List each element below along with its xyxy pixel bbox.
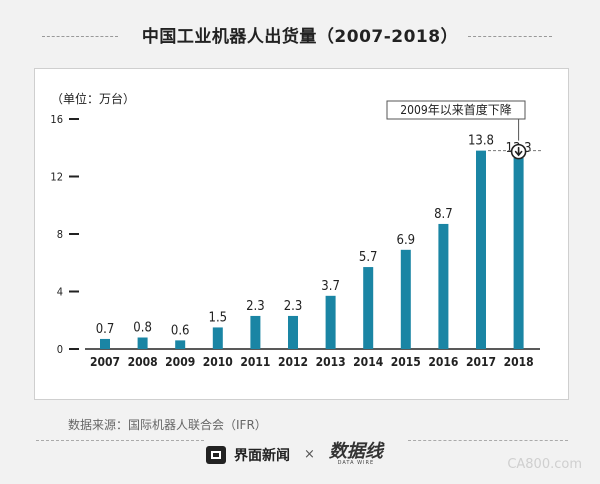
data-label-2014: 5.7 [359, 250, 378, 265]
y-tick-label: 8 [57, 228, 63, 241]
unit-label: （单位：万台） [51, 91, 135, 106]
data-label-2012: 2.3 [284, 299, 303, 314]
x-tick-label-2007: 2007 [90, 355, 120, 369]
data-label-2016: 8.7 [434, 207, 453, 222]
bar-2018 [513, 157, 524, 349]
data-label-2007: 0.7 [96, 322, 115, 337]
x-tick-label-2010: 2010 [203, 355, 233, 369]
bar-2013 [325, 295, 336, 349]
x-tick-label-2015: 2015 [391, 355, 421, 369]
brand-bar: 界面新闻 × 数据线 DATA WIRE [206, 443, 383, 466]
x-tick-label-2013: 2013 [316, 355, 346, 369]
x-tick-label-2016: 2016 [428, 355, 458, 369]
y-tick-label: 12 [50, 171, 63, 184]
x-tick-label-2008: 2008 [128, 355, 158, 369]
x-tick-label-2011: 2011 [240, 355, 270, 369]
y-tick-label: 16 [50, 113, 63, 126]
annotation-box [386, 100, 526, 120]
source-note: 数据来源：国际机器人联合会（IFR） [68, 418, 267, 432]
footer-rule-left [36, 440, 204, 442]
bar-2012 [288, 315, 298, 349]
annotation-text: 2009年以来首度下降 [400, 102, 511, 117]
footer-rule-right [408, 440, 568, 442]
data-label-2017: 13.8 [468, 134, 494, 149]
brand-datawire: 数据线 DATA WIRE [329, 443, 383, 466]
x-tick-label-2017: 2017 [466, 355, 496, 369]
bar-2014 [363, 267, 374, 349]
bar-2017 [476, 150, 486, 349]
data-label-2010: 1.5 [209, 310, 228, 325]
x-tick-label-2012: 2012 [278, 355, 308, 369]
bar-2010 [212, 327, 223, 349]
brand-datawire-main: 数据线 [328, 441, 383, 462]
bar-2011 [250, 315, 261, 349]
down-arrow-glyph [514, 146, 523, 157]
bar-2016 [438, 223, 449, 349]
bar-chart: （单位：万台） 0 4 8 12 16 0.7 2007 0.8 2008 0.6 2009 1.5 20… [50, 91, 543, 369]
title-rule-left [42, 36, 118, 38]
page-title: 中国工业机器人出货量（2007-2018） [141, 27, 459, 47]
data-label-2013: 3.7 [321, 279, 340, 294]
brand-datawire-sub: DATA WIRE [337, 460, 375, 466]
y-tick-label: 0 [57, 343, 63, 356]
brand-separator: × [304, 447, 315, 462]
brand-jiemian: 界面新闻 [234, 447, 290, 464]
data-label-2008: 0.8 [133, 321, 152, 336]
bar-2008 [137, 337, 148, 349]
bar-2009 [175, 340, 186, 349]
jiemian-logo-icon [206, 445, 226, 464]
data-label-2015: 6.9 [397, 233, 416, 248]
bar-2015 [400, 249, 411, 349]
y-tick-label: 4 [57, 286, 63, 299]
data-label-2011: 2.3 [246, 299, 265, 314]
x-tick-label-2009: 2009 [165, 355, 195, 369]
bar-2007 [100, 338, 110, 349]
data-label-2009: 0.6 [171, 323, 190, 338]
x-tick-label-2018: 2018 [504, 355, 534, 369]
title-rule-right [468, 36, 552, 38]
watermark: CA800.com [507, 457, 582, 472]
chart-panel: （单位：万台） 0 4 8 12 16 0.7 2007 0.8 2008 0.6 2009 1.5 20… [34, 68, 569, 400]
x-tick-label-2014: 2014 [353, 355, 384, 369]
